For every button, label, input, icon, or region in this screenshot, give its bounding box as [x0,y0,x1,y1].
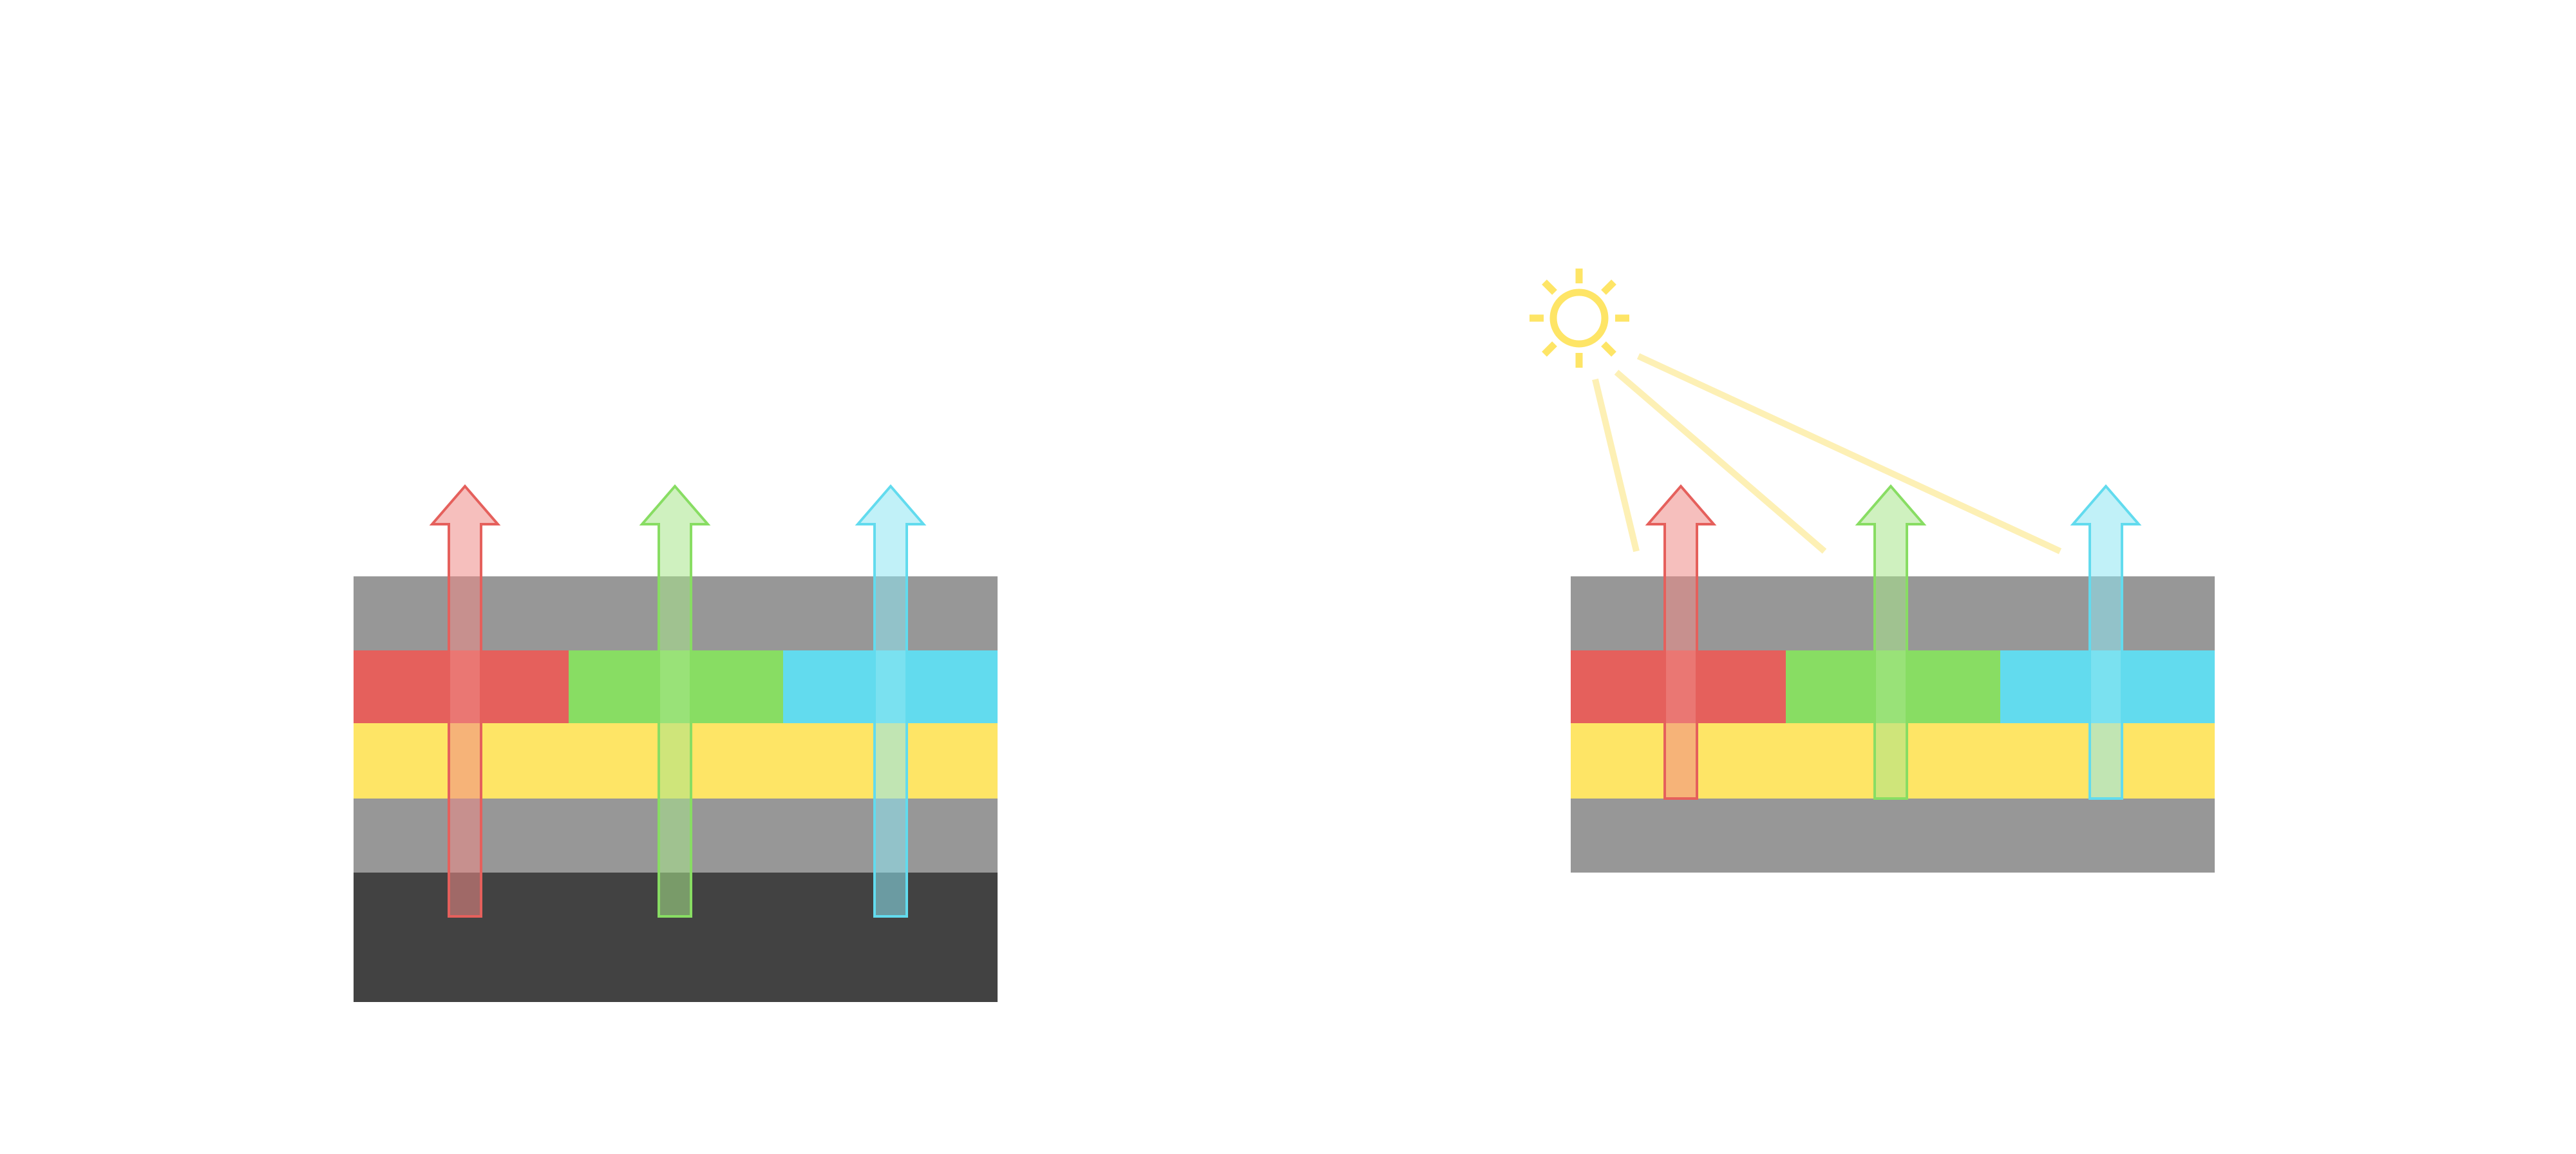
sun-ray [1601,279,1616,295]
sun-ray [1542,279,1557,295]
sun-disc [1549,288,1609,348]
backlit-arrows [429,484,927,918]
sun-ray [1601,341,1616,357]
cyan-arrow-icon [2070,484,2142,800]
green-arrow-icon [639,484,711,918]
red-arrow-icon [1645,484,1717,800]
red-arrow-icon [429,484,501,918]
sun-icon [1530,269,1629,368]
light-rays [1592,353,2062,554]
green-arrow-icon [1855,484,1927,800]
light-ray [1636,353,2062,554]
reflected-arrows [1645,484,2142,800]
sun-ray [1542,341,1557,357]
substrate-layer [1571,799,2215,873]
light-ray [1592,378,1640,553]
cyan-arrow-icon [855,484,927,918]
light-ray [1614,370,1827,554]
